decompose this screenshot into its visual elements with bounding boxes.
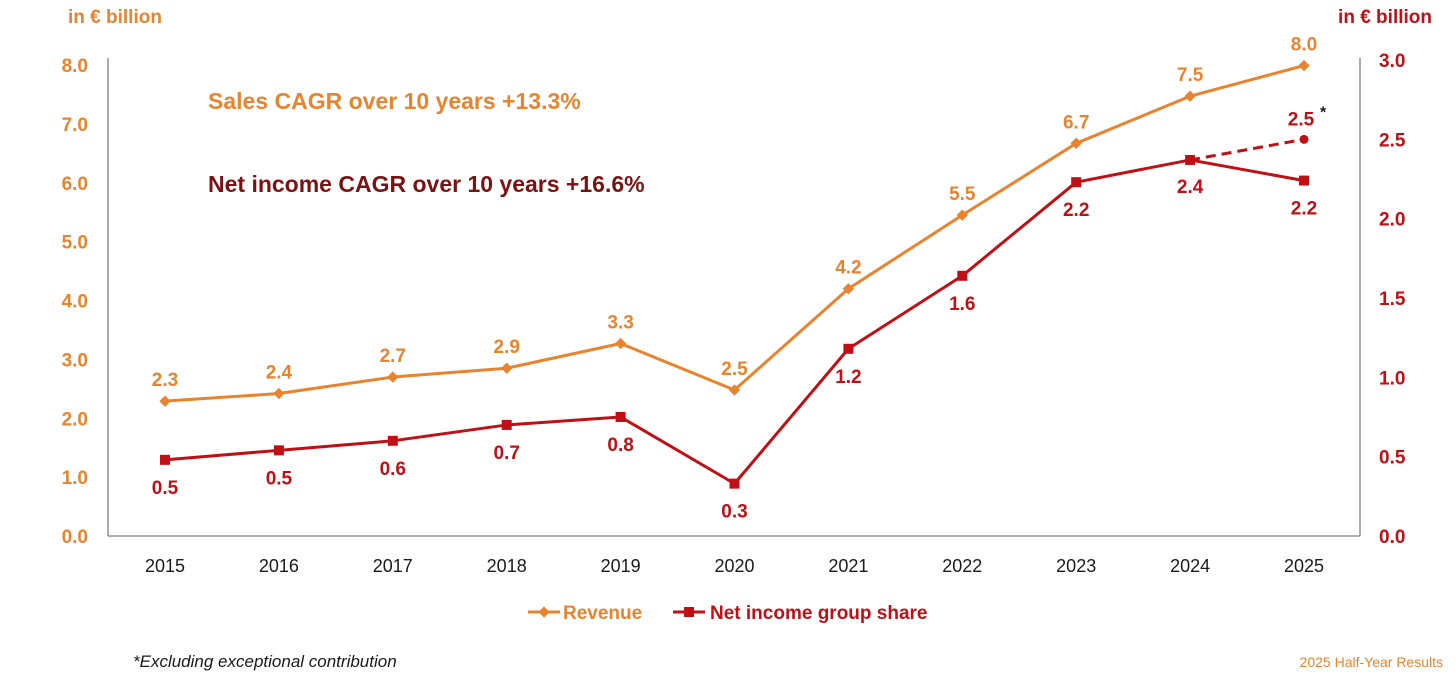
net-income-data-label: 0.6 (380, 459, 406, 480)
net-income-line (164, 158, 1305, 486)
revenue-data-label: 7.5 (1177, 65, 1204, 86)
revenue-data-label: 2.3 (152, 370, 178, 391)
footer-label: 2025 Half-Year Results (1300, 654, 1443, 670)
legend-revenue-marker (538, 606, 550, 618)
x-tick-label: 2017 (373, 556, 413, 576)
x-tick-label: 2025 (1284, 556, 1324, 576)
legend-revenue-label: Revenue (563, 603, 642, 624)
revenue-point (387, 371, 399, 383)
net-income-data-label: 0.8 (607, 435, 633, 456)
projection-data-label: 2.5 (1288, 109, 1315, 130)
right-tick-label: 0.5 (1379, 448, 1406, 469)
revenue-data-label: 4.2 (835, 258, 861, 279)
net-income-point (1299, 175, 1309, 186)
net-income-data-label: 1.2 (835, 367, 861, 388)
net-income-data-label: 0.7 (493, 443, 519, 464)
revenue-point (501, 362, 513, 374)
revenue-data-label: 2.4 (266, 363, 293, 384)
x-tick-label: 2022 (942, 556, 982, 576)
net-income-data-label: 2.2 (1063, 200, 1089, 221)
x-tick-label: 2018 (487, 556, 527, 576)
x-tick-label: 2023 (1056, 556, 1096, 576)
x-tick-label: 2016 (259, 556, 299, 576)
x-tick-label: 2019 (601, 556, 641, 576)
projection-point (1299, 134, 1309, 144)
revenue-point (956, 209, 968, 221)
net-income-point (387, 435, 398, 446)
left-tick-label: 7.0 (62, 115, 88, 136)
right-tick-label: 1.5 (1379, 289, 1406, 310)
revenue-data-label: 6.7 (1063, 112, 1089, 133)
net-income-data-label: 0.5 (266, 468, 293, 489)
right-tick-label: 1.0 (1379, 368, 1405, 389)
net-income-data-label: 0.3 (721, 502, 747, 523)
x-tick-label: 2020 (714, 556, 754, 576)
right-tick-label: 2.5 (1379, 130, 1406, 151)
revenue-data-label: 5.5 (949, 184, 976, 205)
right-axis-unit-label: in € billion (1338, 7, 1432, 28)
revenue-point (273, 387, 285, 400)
revenue-data-label: 3.3 (607, 312, 633, 333)
revenue-data-label: 2.5 (721, 359, 748, 380)
net-income-point (729, 478, 740, 489)
net-income-point (273, 445, 284, 456)
net-income-cagr-annotation: Net income CAGR over 10 years +16.6% (208, 171, 645, 197)
left-tick-label: 2.0 (62, 409, 88, 430)
net-income-point (957, 270, 968, 281)
revenue-point (1184, 90, 1196, 102)
revenue-point (1070, 137, 1082, 149)
left-tick-label: 4.0 (62, 292, 88, 313)
legend-net-income-marker (684, 607, 694, 617)
axes: 0.0 1.0 2.0 3.0 4.0 5.0 6.0 7.0 8.0 0.0 0.5 1.0 1.5 2… (62, 51, 1406, 576)
revenue-point (842, 283, 855, 295)
series (159, 59, 1310, 489)
left-tick-label: 0.0 (62, 527, 88, 548)
revenue-data-label: 2.7 (380, 346, 406, 367)
revenue-point (728, 384, 741, 396)
net-income-data-label: 0.5 (152, 478, 179, 499)
left-axis-unit-label: in € billion (68, 7, 162, 28)
net-income-point (501, 419, 512, 430)
net-income-point (1071, 177, 1082, 188)
left-tick-label: 3.0 (62, 350, 88, 371)
net-income-point (160, 454, 170, 465)
projection-note-mark: * (1320, 104, 1327, 121)
revenue-data-label: 8.0 (1291, 35, 1317, 56)
net-income-point (843, 343, 854, 354)
x-tick-label: 2021 (828, 556, 868, 576)
left-tick-label: 6.0 (62, 174, 88, 195)
legend-net-income-label: Net income group share (710, 603, 928, 624)
x-tick-label: 2024 (1170, 556, 1210, 576)
right-tick-label: 3.0 (1379, 51, 1405, 72)
revenue-point (159, 395, 171, 407)
sales-cagr-annotation: Sales CAGR over 10 years +13.3% (208, 88, 581, 114)
net-income-data-label: 2.2 (1291, 199, 1317, 220)
revenue-line (164, 64, 1305, 403)
revenue-point (1298, 59, 1310, 72)
right-tick-label: 2.0 (1379, 210, 1405, 231)
data-labels: 2.3 2.4 2.7 2.9 3.3 2.5 4.2 5.5 6.7 7.5 8.0 0.5 0.5 0… (152, 35, 1327, 523)
net-income-data-label: 1.6 (949, 294, 975, 315)
left-tick-label: 8.0 (62, 56, 88, 77)
revenue-data-label: 2.9 (493, 337, 519, 358)
footnote: *Excluding exceptional contribution (133, 652, 397, 671)
net-income-data-label: 2.4 (1177, 177, 1204, 198)
revenue-point (614, 337, 627, 350)
projection-dashed-line (1189, 137, 1305, 162)
right-tick-label: 0.0 (1379, 527, 1405, 548)
x-tick-label: 2015 (145, 556, 185, 576)
net-income-point (615, 412, 626, 422)
legend: Revenue Net income group share (528, 603, 928, 624)
left-tick-label: 5.0 (62, 233, 88, 254)
left-tick-label: 1.0 (62, 468, 88, 489)
